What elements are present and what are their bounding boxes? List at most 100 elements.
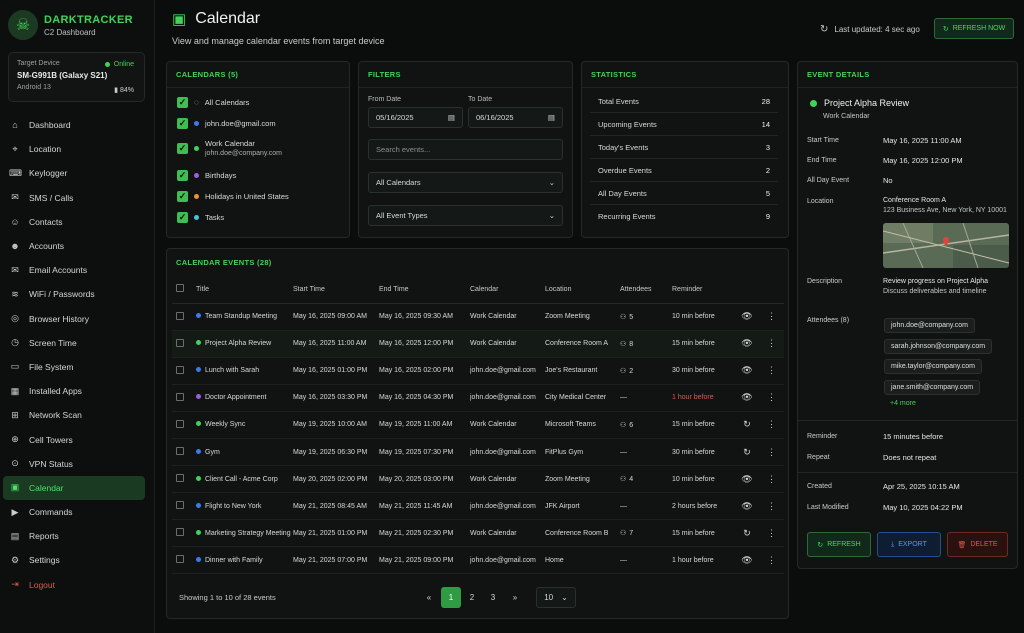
row-checkbox[interactable] bbox=[176, 555, 184, 564]
row-checkbox[interactable] bbox=[176, 528, 184, 537]
calendar-filter-item[interactable]: ✓ Holidays in United States bbox=[177, 191, 289, 202]
row-checkbox[interactable] bbox=[176, 419, 184, 428]
more-options-icon[interactable]: ⋮ bbox=[759, 303, 784, 331]
row-select-cell[interactable] bbox=[172, 303, 196, 331]
column-header-attendees[interactable]: Attendees bbox=[620, 276, 672, 304]
row-select-cell[interactable] bbox=[172, 330, 196, 358]
row-select-cell[interactable] bbox=[172, 465, 196, 494]
row-select-cell[interactable] bbox=[172, 384, 196, 412]
from-date-input[interactable]: 05/16/2025 ▤ bbox=[368, 107, 463, 128]
calendar-filter-item[interactable]: ✓ john.doe@gmail.com bbox=[177, 118, 276, 129]
select-all-header[interactable] bbox=[172, 276, 196, 304]
sidebar-item-cell-towers[interactable]: ⊕ Cell Towers bbox=[3, 427, 145, 451]
sidebar-item-reports[interactable]: ▤ Reports bbox=[3, 524, 145, 548]
sidebar-item-installed-apps[interactable]: ▦ Installed Apps bbox=[3, 379, 145, 403]
event-title-cell[interactable]: Team Standup Meeting bbox=[196, 303, 293, 331]
row-select-cell[interactable] bbox=[172, 357, 196, 385]
sidebar-item-contacts[interactable]: ☺ Contacts bbox=[3, 210, 145, 234]
column-header-calendar[interactable]: Calendar bbox=[470, 276, 545, 304]
event-type-select[interactable]: All Event Types ⌄ bbox=[368, 205, 563, 226]
calendar-picker-icon[interactable]: ▤ bbox=[547, 113, 555, 122]
event-title-cell[interactable]: Weekly Sync bbox=[196, 411, 293, 439]
more-options-icon[interactable]: ⋮ bbox=[759, 330, 784, 358]
attendee-chip[interactable]: jane.smith@company.com bbox=[884, 379, 981, 395]
row-checkbox[interactable] bbox=[176, 392, 184, 401]
view-event-icon[interactable]: 👁 bbox=[735, 465, 759, 494]
column-header-end-time[interactable]: End Time bbox=[379, 276, 470, 304]
table-row[interactable]: Client Call - Acme Corp May 20, 2025 02:0… bbox=[172, 465, 784, 494]
view-event-icon[interactable]: 👁 bbox=[735, 357, 759, 385]
event-title-cell[interactable]: Gym bbox=[196, 438, 293, 467]
refresh-now-button[interactable]: ↻ REFRESH NOW bbox=[934, 18, 1014, 39]
attendee-chip[interactable]: mike.taylor@company.com bbox=[884, 359, 982, 374]
row-checkbox[interactable] bbox=[176, 338, 184, 347]
calendar-filter-item[interactable]: ✓ Tasks bbox=[177, 212, 224, 223]
sidebar-item-keylogger[interactable]: ⌨ Keylogger bbox=[3, 161, 145, 185]
view-event-icon[interactable]: 👁 bbox=[735, 384, 759, 412]
next-page-button[interactable]: » bbox=[512, 593, 518, 602]
event-title-cell[interactable]: Dinner with Family bbox=[196, 546, 293, 575]
calendar-filter-item[interactable]: ✓ ◌ All Calendars bbox=[177, 97, 249, 108]
table-row[interactable]: Project Alpha Review May 16, 2025 11:00 A… bbox=[172, 330, 784, 358]
event-title-cell[interactable]: Lunch with Sarah bbox=[196, 357, 293, 385]
more-options-icon[interactable]: ⋮ bbox=[759, 438, 784, 467]
attendee-chip[interactable]: sarah.johnson@company.com bbox=[884, 338, 993, 354]
table-row[interactable]: Team Standup Meeting May 16, 2025 09:00 A… bbox=[172, 303, 784, 331]
checkbox-checked-icon[interactable]: ✓ bbox=[177, 170, 188, 181]
row-select-cell[interactable] bbox=[172, 492, 196, 521]
view-event-icon[interactable]: 👁 bbox=[735, 330, 759, 358]
calendar-picker-icon[interactable]: ▤ bbox=[447, 113, 455, 122]
details-refresh-button[interactable]: ↻ REFRESH bbox=[807, 532, 871, 557]
row-checkbox[interactable] bbox=[176, 365, 184, 374]
more-options-icon[interactable]: ⋮ bbox=[759, 384, 784, 412]
to-date-input[interactable]: 06/16/2025 ▤ bbox=[468, 107, 563, 128]
sidebar-item-commands[interactable]: ▶ Commands bbox=[3, 500, 145, 524]
event-title-cell[interactable]: Marketing Strategy Meeting bbox=[196, 519, 293, 548]
table-row[interactable]: Marketing Strategy Meeting May 21, 2025 0… bbox=[172, 519, 784, 548]
page-size-select[interactable]: 10 ⌄ bbox=[536, 587, 576, 608]
event-title-cell[interactable]: Client Call - Acme Corp bbox=[196, 465, 293, 494]
calendar-select[interactable]: All Calendars ⌄ bbox=[368, 172, 563, 193]
more-options-icon[interactable]: ⋮ bbox=[759, 492, 784, 521]
select-all-checkbox[interactable] bbox=[176, 284, 184, 293]
export-button[interactable]: ⤓ EXPORT bbox=[877, 532, 941, 557]
column-header-title[interactable]: Title bbox=[196, 276, 293, 304]
sync-event-icon[interactable]: ↻ bbox=[735, 438, 759, 467]
calendar-filter-item[interactable]: ✓ Birthdays bbox=[177, 170, 236, 181]
search-events-input[interactable]: Search events... bbox=[368, 139, 563, 160]
row-select-cell[interactable] bbox=[172, 546, 196, 575]
event-title-cell[interactable]: Project Alpha Review bbox=[196, 330, 293, 358]
page-button-1[interactable]: 1 bbox=[441, 587, 461, 608]
sidebar-item-browser-history[interactable]: ◎ Browser History bbox=[3, 307, 145, 331]
sidebar-item-settings[interactable]: ⚙ Settings bbox=[3, 548, 145, 572]
brand[interactable]: ☠ DARKTRACKER C2 Dashboard bbox=[8, 10, 133, 40]
sidebar-item-screen-time[interactable]: ◷ Screen Time bbox=[3, 331, 145, 355]
table-row[interactable]: Gym May 19, 2025 06:30 PM May 19, 2025 07:… bbox=[172, 438, 784, 467]
sidebar-item-wifi-passwords[interactable]: ≋ WiFi / Passwords bbox=[3, 282, 145, 306]
view-event-icon[interactable]: 👁 bbox=[735, 546, 759, 575]
sidebar-item-accounts[interactable]: ☻ Accounts bbox=[3, 234, 145, 258]
sidebar-item-email-accounts[interactable]: ✉ Email Accounts bbox=[3, 258, 145, 282]
more-options-icon[interactable]: ⋮ bbox=[759, 465, 784, 494]
view-event-icon[interactable]: 👁 bbox=[735, 303, 759, 331]
table-row[interactable]: Doctor Appointment May 16, 2025 03:30 PM M… bbox=[172, 384, 784, 412]
more-options-icon[interactable]: ⋮ bbox=[759, 519, 784, 548]
sidebar-item-network-scan[interactable]: ⊞ Network Scan bbox=[3, 403, 145, 427]
delete-button[interactable]: 🗑 DELETE bbox=[947, 532, 1008, 557]
sync-event-icon[interactable]: ↻ bbox=[735, 411, 759, 439]
checkbox-checked-icon[interactable]: ✓ bbox=[177, 212, 188, 223]
sidebar-item-file-system[interactable]: ▭ File System bbox=[3, 355, 145, 379]
location-map[interactable] bbox=[883, 223, 1009, 268]
table-row[interactable]: Weekly Sync May 19, 2025 10:00 AM May 19, … bbox=[172, 411, 784, 439]
more-options-icon[interactable]: ⋮ bbox=[759, 357, 784, 385]
more-attendees-link[interactable]: +4 more bbox=[890, 400, 916, 407]
sidebar-item-logout[interactable]: ⇥ Logout bbox=[3, 573, 145, 597]
row-checkbox[interactable] bbox=[176, 447, 184, 456]
prev-page-button[interactable]: « bbox=[426, 593, 432, 602]
checkbox-checked-icon[interactable]: ✓ bbox=[177, 191, 188, 202]
calendar-filter-item[interactable]: ✓ Work Calendar john.doe@company.com bbox=[177, 139, 282, 157]
column-header-start-time[interactable]: Start Time bbox=[293, 276, 379, 304]
event-title-cell[interactable]: Doctor Appointment bbox=[196, 384, 293, 412]
row-checkbox[interactable] bbox=[176, 311, 184, 320]
column-header-reminder[interactable]: Reminder bbox=[672, 276, 735, 304]
